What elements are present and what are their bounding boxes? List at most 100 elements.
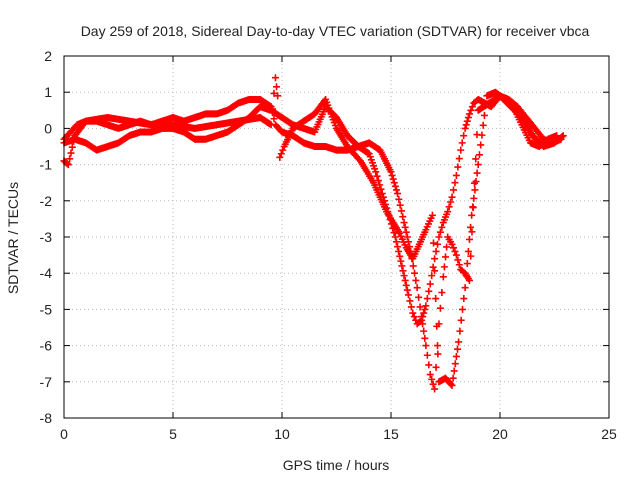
data-point — [420, 327, 428, 335]
data-point — [472, 177, 480, 185]
data-point — [460, 295, 468, 303]
data-point — [470, 194, 478, 202]
data-point — [449, 374, 457, 382]
data-point — [399, 267, 407, 275]
data-point — [396, 201, 404, 209]
data-point — [428, 272, 436, 280]
data-point — [469, 203, 477, 211]
data-point — [468, 228, 476, 236]
data-point — [270, 115, 278, 123]
data-point — [448, 193, 456, 201]
data-point — [413, 284, 421, 292]
x-tick-label: 25 — [601, 426, 617, 442]
data-point — [452, 171, 460, 179]
data-point — [391, 182, 399, 190]
data-point — [467, 106, 475, 114]
x-tick-label: 20 — [492, 426, 508, 442]
data-point — [422, 302, 430, 310]
y-tick-label: -7 — [40, 374, 53, 390]
data-point — [465, 235, 473, 243]
data-point — [436, 228, 444, 236]
y-tick-label: -2 — [40, 193, 53, 209]
data-point — [397, 207, 405, 215]
data-point — [395, 247, 403, 255]
data-point — [270, 89, 278, 97]
y-tick-label: 2 — [44, 48, 52, 64]
data-point — [279, 146, 287, 154]
data-point — [388, 171, 396, 179]
data-point — [416, 303, 424, 311]
data-point — [389, 175, 397, 183]
data-point — [474, 161, 482, 169]
series-track-b — [60, 92, 567, 393]
data-point — [438, 223, 446, 231]
data-point — [467, 223, 475, 231]
data-point — [445, 203, 453, 211]
data-point — [553, 132, 561, 140]
x-tick-label: 0 — [60, 426, 68, 442]
data-point — [407, 303, 415, 311]
data-point — [378, 190, 386, 198]
data-points — [60, 74, 567, 393]
y-tick-label: -8 — [40, 410, 53, 426]
data-point — [464, 247, 472, 255]
plot-frame — [63, 55, 610, 419]
data-point — [428, 375, 436, 383]
data-point — [452, 251, 460, 259]
data-point — [479, 121, 487, 129]
data-point — [402, 228, 410, 236]
data-point — [449, 186, 457, 194]
data-point — [463, 117, 471, 125]
data-point — [472, 155, 480, 163]
data-point — [475, 151, 483, 159]
series-track-c — [60, 74, 561, 389]
data-point — [64, 161, 72, 169]
data-point — [448, 381, 456, 389]
data-point — [451, 360, 459, 368]
data-point — [465, 110, 473, 118]
data-point — [480, 111, 488, 119]
data-point — [269, 105, 277, 113]
data-point — [428, 211, 436, 219]
data-point — [267, 121, 275, 129]
data-point — [429, 380, 437, 388]
y-tick-label: 0 — [44, 120, 52, 136]
data-point — [400, 272, 408, 280]
data-point — [420, 309, 428, 317]
data-point — [482, 102, 490, 110]
data-point — [449, 244, 457, 252]
data-point — [434, 342, 442, 350]
data-point — [66, 155, 74, 163]
data-point — [468, 211, 476, 219]
data-point — [392, 238, 400, 246]
data-point — [456, 327, 464, 335]
data-point — [425, 287, 433, 295]
data-point — [453, 345, 461, 353]
data-point — [402, 281, 410, 289]
data-point — [374, 177, 382, 185]
data-point — [273, 83, 281, 91]
data-point — [467, 252, 475, 260]
data-point — [421, 305, 429, 313]
data-point — [448, 240, 456, 248]
y-tick-label: -6 — [40, 338, 53, 354]
data-point — [404, 291, 412, 299]
data-point — [558, 133, 566, 141]
data-point — [447, 380, 455, 388]
data-point — [394, 243, 402, 251]
data-point — [274, 92, 282, 100]
data-point — [409, 309, 417, 317]
data-point — [440, 263, 448, 271]
data-point — [464, 114, 472, 122]
y-tick-label: -4 — [40, 265, 53, 281]
x-tick-label: 5 — [169, 426, 177, 442]
data-point — [67, 149, 75, 157]
y-tick-label: 1 — [44, 84, 52, 100]
data-point — [431, 385, 439, 393]
data-point — [276, 153, 284, 161]
data-point — [395, 195, 403, 203]
data-point — [372, 168, 380, 176]
series-track-a — [60, 92, 565, 328]
data-point — [439, 273, 447, 281]
